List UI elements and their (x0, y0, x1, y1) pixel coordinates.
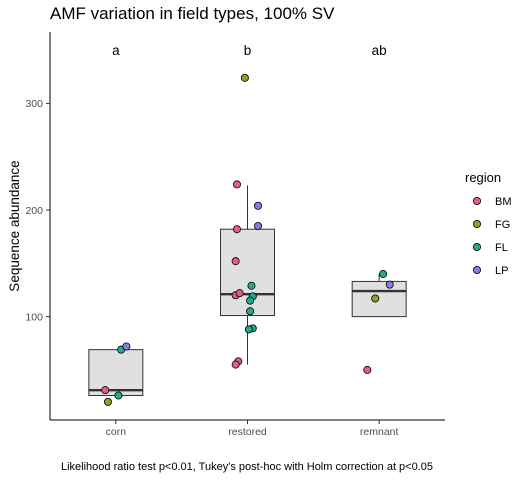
significance-letter: ab (372, 43, 387, 58)
legend-key-fl (473, 243, 480, 250)
legend-label-fl: FL (495, 242, 508, 254)
data-point-fl (247, 297, 254, 304)
significance-letter: b (244, 43, 252, 58)
data-point-bm (102, 387, 109, 394)
chart-title: AMF variation in field types, 100% SV (50, 4, 335, 23)
box-remnant (352, 274, 406, 317)
box-body (89, 350, 143, 396)
legend: region BM FG FL LP (465, 170, 512, 277)
data-point-fl (248, 282, 255, 289)
data-point-bm (364, 366, 371, 373)
box-corn (89, 350, 143, 396)
data-point-fg (104, 398, 111, 405)
x-tick-label: corn (106, 426, 127, 438)
data-point-fl (245, 326, 252, 333)
y-tick-label: 300 (25, 98, 43, 110)
legend-label-fg: FG (495, 219, 510, 231)
legend-key-lp (473, 266, 480, 273)
legend-title: region (465, 170, 501, 185)
significance-letter: a (112, 43, 120, 58)
data-point-lp (254, 222, 261, 229)
y-axis: 100 200 300 (25, 32, 50, 420)
legend-key-bm (473, 197, 480, 204)
x-tick-label: remnant (360, 426, 399, 438)
data-point-fl (115, 392, 122, 399)
data-point-fg (241, 74, 248, 81)
legend-key-fg (473, 220, 480, 227)
y-axis-title: Sequence abundance (7, 160, 22, 291)
data-point-bm (232, 258, 239, 265)
data-point-bm (233, 226, 240, 233)
x-axis: corn restored remnant (50, 420, 445, 438)
chart-caption: Likelihood ratio test p<0.01, Tukey's po… (61, 461, 433, 473)
legend-label-lp: LP (495, 265, 508, 277)
data-point-lp (386, 281, 393, 288)
x-tick-label: restored (228, 426, 267, 438)
data-point-bm (233, 181, 240, 188)
data-point-fl (380, 270, 387, 277)
box-restored (221, 185, 275, 364)
plot-area: a b ab (89, 43, 406, 405)
legend-label-bm: BM (495, 196, 512, 208)
y-tick-label: 100 (25, 311, 43, 323)
data-point-fl (247, 308, 254, 315)
data-point-fg (372, 295, 379, 302)
data-point-lp (254, 202, 261, 209)
data-point-bm (232, 361, 239, 368)
y-tick-label: 200 (25, 205, 43, 217)
data-point-bm (236, 290, 243, 297)
data-point-lp (123, 343, 130, 350)
